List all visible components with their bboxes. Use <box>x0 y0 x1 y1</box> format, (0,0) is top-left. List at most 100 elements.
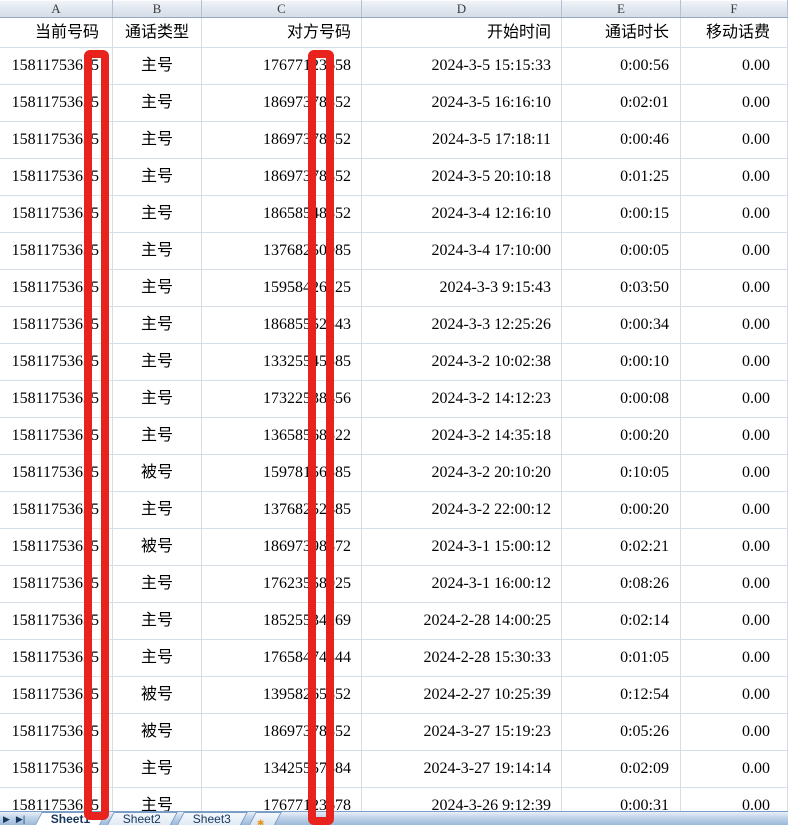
cell-mobile-fee[interactable]: 0.00 <box>681 677 788 714</box>
cell-other-number[interactable]: 18697378852 <box>202 714 362 751</box>
cell-call-type[interactable]: 主号 <box>113 307 202 344</box>
cell-mobile-fee[interactable]: 0.00 <box>681 640 788 677</box>
cell-mobile-fee[interactable]: 0.00 <box>681 85 788 122</box>
cell-mobile-fee[interactable]: 0.00 <box>681 233 788 270</box>
cell-start-time[interactable]: 2024-3-2 14:35:18 <box>362 418 562 455</box>
cell-call-type[interactable]: 主号 <box>113 196 202 233</box>
cell-other-number[interactable]: 17623558025 <box>202 566 362 603</box>
cell-other-number[interactable]: 18697378852 <box>202 85 362 122</box>
cell-call-duration[interactable]: 0:02:09 <box>562 751 681 788</box>
header-start-time[interactable]: 开始时间 <box>362 18 562 48</box>
cell-start-time[interactable]: 2024-3-5 17:18:11 <box>362 122 562 159</box>
insert-worksheet-button[interactable]: ✱ <box>245 812 282 825</box>
header-mobile-fee[interactable]: 移动话费 <box>681 18 788 48</box>
cell-other-number[interactable]: 13658568522 <box>202 418 362 455</box>
cell-mobile-fee[interactable]: 0.00 <box>681 159 788 196</box>
cell-call-duration[interactable]: 0:02:21 <box>562 529 681 566</box>
cell-current-number[interactable]: 15811753635 <box>0 159 113 196</box>
cell-mobile-fee[interactable]: 0.00 <box>681 344 788 381</box>
cell-start-time[interactable]: 2024-3-2 14:12:23 <box>362 381 562 418</box>
cell-mobile-fee[interactable]: 0.00 <box>681 122 788 159</box>
cell-mobile-fee[interactable]: 0.00 <box>681 307 788 344</box>
cell-start-time[interactable]: 2024-3-5 16:16:10 <box>362 85 562 122</box>
sheet-tab-sheet3[interactable]: Sheet3 <box>173 812 248 825</box>
cell-other-number[interactable]: 18697378852 <box>202 122 362 159</box>
cell-current-number[interactable]: 15811753635 <box>0 529 113 566</box>
cell-call-type[interactable]: 主号 <box>113 566 202 603</box>
cell-current-number[interactable]: 15811753635 <box>0 677 113 714</box>
cell-current-number[interactable]: 15811753635 <box>0 640 113 677</box>
header-current-number[interactable]: 当前号码 <box>0 18 113 48</box>
cell-call-duration[interactable]: 0:03:50 <box>562 270 681 307</box>
cell-current-number[interactable]: 15811753635 <box>0 344 113 381</box>
cell-call-type[interactable]: 被号 <box>113 714 202 751</box>
cell-call-type[interactable]: 主号 <box>113 344 202 381</box>
cell-start-time[interactable]: 2024-2-28 14:00:25 <box>362 603 562 640</box>
cell-call-duration[interactable]: 0:00:08 <box>562 381 681 418</box>
cell-current-number[interactable]: 15811753635 <box>0 455 113 492</box>
cell-other-number[interactable]: 17677123658 <box>202 48 362 85</box>
cell-mobile-fee[interactable]: 0.00 <box>681 566 788 603</box>
cell-other-number[interactable]: 17658474844 <box>202 640 362 677</box>
cell-call-type[interactable]: 主号 <box>113 233 202 270</box>
column-header-c[interactable]: C <box>202 0 362 17</box>
column-header-e[interactable]: E <box>562 0 681 17</box>
column-header-d[interactable]: D <box>362 0 562 17</box>
sheet-tab-sheet1[interactable]: Sheet1 <box>32 812 108 825</box>
cell-mobile-fee[interactable]: 0.00 <box>681 418 788 455</box>
cell-other-number[interactable]: 13768250985 <box>202 233 362 270</box>
cell-call-type[interactable]: 主号 <box>113 381 202 418</box>
cell-start-time[interactable]: 2024-3-2 22:00:12 <box>362 492 562 529</box>
cell-call-type[interactable]: 主号 <box>113 751 202 788</box>
cell-call-type[interactable]: 主号 <box>113 159 202 196</box>
cell-other-number[interactable]: 15958426225 <box>202 270 362 307</box>
cell-other-number[interactable]: 18685552543 <box>202 307 362 344</box>
tab-scroll-left-icon[interactable]: ▶ <box>3 813 10 824</box>
cell-call-type[interactable]: 主号 <box>113 270 202 307</box>
cell-mobile-fee[interactable]: 0.00 <box>681 48 788 85</box>
cell-other-number[interactable]: 13325545585 <box>202 344 362 381</box>
cell-call-type[interactable]: 被号 <box>113 455 202 492</box>
cell-call-duration[interactable]: 0:01:25 <box>562 159 681 196</box>
cell-call-duration[interactable]: 0:00:56 <box>562 48 681 85</box>
cell-other-number[interactable]: 18525534269 <box>202 603 362 640</box>
cell-mobile-fee[interactable]: 0.00 <box>681 270 788 307</box>
cell-other-number[interactable]: 13768252485 <box>202 492 362 529</box>
column-header-a[interactable]: A <box>0 0 113 17</box>
cell-call-duration[interactable]: 0:01:05 <box>562 640 681 677</box>
cell-current-number[interactable]: 15811753635 <box>0 307 113 344</box>
cell-other-number[interactable]: 18658548852 <box>202 196 362 233</box>
cell-current-number[interactable]: 15811753635 <box>0 603 113 640</box>
cell-call-type[interactable]: 主号 <box>113 603 202 640</box>
cell-start-time[interactable]: 2024-3-4 12:16:10 <box>362 196 562 233</box>
cell-current-number[interactable]: 15811753635 <box>0 751 113 788</box>
cell-start-time[interactable]: 2024-3-3 9:15:43 <box>362 270 562 307</box>
cell-start-time[interactable]: 2024-3-1 15:00:12 <box>362 529 562 566</box>
cell-current-number[interactable]: 15811753635 <box>0 196 113 233</box>
cell-call-type[interactable]: 主号 <box>113 492 202 529</box>
cell-other-number[interactable]: 18697398872 <box>202 529 362 566</box>
header-call-duration[interactable]: 通话时长 <box>562 18 681 48</box>
cell-call-duration[interactable]: 0:00:20 <box>562 418 681 455</box>
cell-call-type[interactable]: 主号 <box>113 48 202 85</box>
cell-current-number[interactable]: 15811753635 <box>0 85 113 122</box>
cell-call-duration[interactable]: 0:02:14 <box>562 603 681 640</box>
cell-call-duration[interactable]: 0:05:26 <box>562 714 681 751</box>
cell-mobile-fee[interactable]: 0.00 <box>681 381 788 418</box>
cell-call-type[interactable]: 主号 <box>113 85 202 122</box>
cell-call-duration[interactable]: 0:00:05 <box>562 233 681 270</box>
cell-current-number[interactable]: 15811753635 <box>0 48 113 85</box>
cell-start-time[interactable]: 2024-3-5 15:15:33 <box>362 48 562 85</box>
cell-start-time[interactable]: 2024-3-1 16:00:12 <box>362 566 562 603</box>
cell-mobile-fee[interactable]: 0.00 <box>681 196 788 233</box>
header-other-number[interactable]: 对方号码 <box>202 18 362 48</box>
cell-mobile-fee[interactable]: 0.00 <box>681 455 788 492</box>
cell-call-duration[interactable]: 0:08:26 <box>562 566 681 603</box>
cell-current-number[interactable]: 15811753635 <box>0 233 113 270</box>
cell-mobile-fee[interactable]: 0.00 <box>681 492 788 529</box>
cell-call-duration[interactable]: 0:10:05 <box>562 455 681 492</box>
cell-start-time[interactable]: 2024-3-2 10:02:38 <box>362 344 562 381</box>
cell-other-number[interactable]: 13958265852 <box>202 677 362 714</box>
cell-start-time[interactable]: 2024-3-27 15:19:23 <box>362 714 562 751</box>
header-call-type[interactable]: 通话类型 <box>113 18 202 48</box>
